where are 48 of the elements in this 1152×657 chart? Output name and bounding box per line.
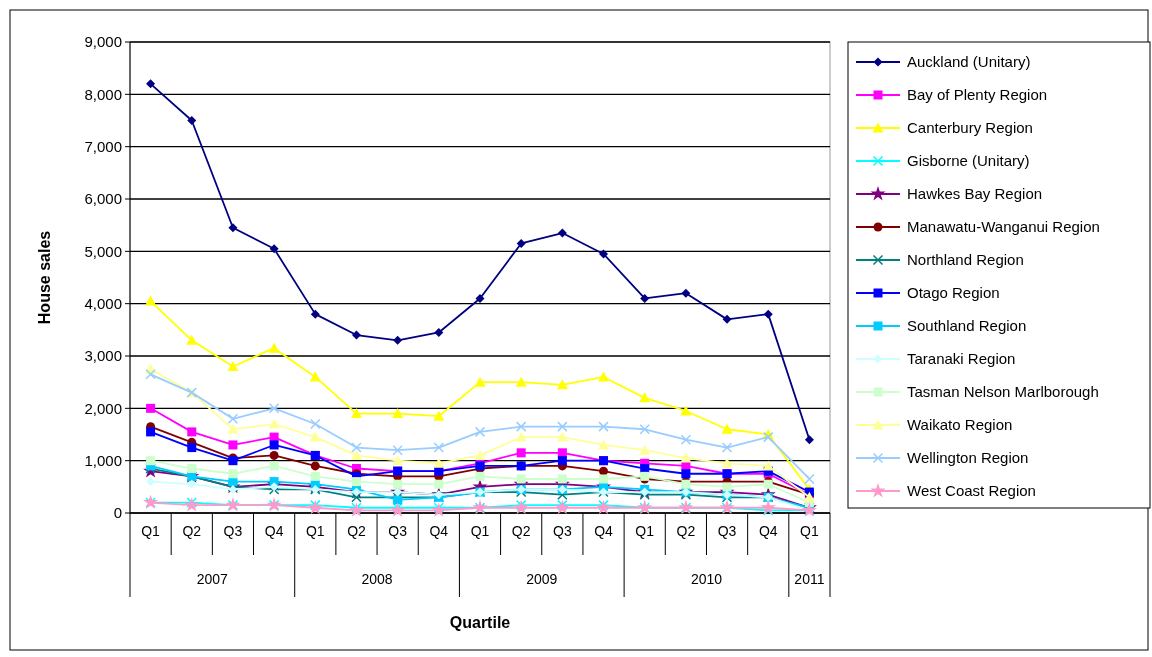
text: 2007	[196, 571, 229, 587]
x-tick-label: Q3	[388, 523, 408, 539]
text: 2009	[526, 571, 558, 587]
x-tick-label: Q2	[347, 523, 367, 539]
y-tick-label: 6,000	[84, 190, 122, 208]
x-tick-label: Q2	[511, 523, 531, 539]
y-tick-label: 7,000	[84, 137, 122, 155]
y-tick-label: 8,000	[84, 85, 122, 103]
x-tick-label: Q1	[470, 523, 490, 539]
text: 2011	[794, 571, 825, 587]
x-tick-label: Q4	[594, 523, 614, 539]
x-tick-label: Q1	[305, 523, 325, 539]
x-tick-label: Q4	[429, 523, 449, 539]
legend-label: Otago Region	[907, 284, 1000, 302]
legend-label: Gisborne (Unitary)	[907, 152, 1030, 170]
x-axis-title: Quartile	[449, 614, 511, 631]
x-tick-label: Q3	[717, 523, 737, 539]
text: 2008	[361, 571, 393, 587]
legend-label: Manawatu-Wanganui Region	[907, 218, 1100, 236]
x-tick-label: Q1	[141, 523, 161, 539]
y-tick-label: 4,000	[84, 294, 122, 312]
legend-label: Wellington Region	[907, 449, 1029, 467]
y-axis-title: House sales	[36, 230, 53, 325]
legend-label: Southland Region	[907, 317, 1027, 335]
x-tick-label: Q2	[182, 523, 202, 539]
legend-label: Hawkes Bay Region	[907, 185, 1043, 203]
x-tick-label: Q2	[676, 523, 696, 539]
legend-label: Waikato Region	[907, 416, 1013, 434]
text: 2010	[690, 571, 723, 587]
y-tick-label: 1,000	[84, 451, 122, 469]
x-tick-label: Q1	[635, 523, 655, 539]
x-tick-label: Q1	[800, 523, 819, 539]
legend-label: Auckland (Unitary)	[907, 53, 1031, 71]
legend-label: Taranaki Region	[907, 350, 1016, 368]
legend-label: West Coast Region	[907, 482, 1036, 500]
y-tick-label: 3,000	[84, 347, 122, 365]
y-tick-label: 2,000	[84, 399, 122, 417]
y-tick-label: 0	[113, 504, 122, 522]
x-tick-label: Q4	[758, 523, 778, 539]
x-tick-label: Q4	[264, 523, 284, 539]
x-tick-label: Q3	[553, 523, 572, 539]
x-tick-label: Q3	[223, 523, 243, 539]
legend-label: Northland Region	[907, 251, 1024, 269]
y-tick-label: 5,000	[84, 242, 122, 260]
legend-label: Canterbury Region	[907, 119, 1033, 137]
legend-label: Bay of Plenty Region	[907, 86, 1048, 104]
y-tick-label: 9,000	[84, 33, 122, 51]
legend-label: Tasman Nelson Marlborough	[907, 383, 1099, 401]
